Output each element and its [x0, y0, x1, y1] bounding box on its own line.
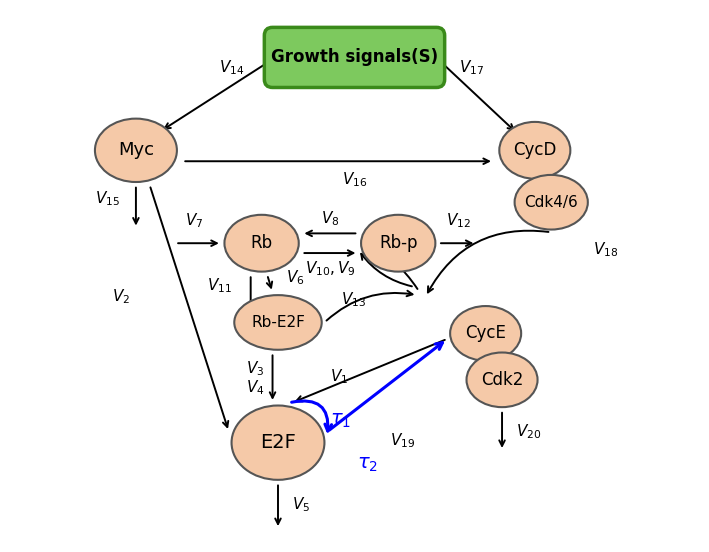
Ellipse shape — [95, 119, 177, 182]
Text: $V_{20}$: $V_{20}$ — [515, 422, 541, 441]
Text: $V_{12}$: $V_{12}$ — [446, 211, 471, 230]
Text: Rb-p: Rb-p — [379, 234, 418, 252]
Text: $V_3$: $V_3$ — [246, 359, 264, 378]
Text: $V_7$: $V_7$ — [185, 211, 203, 230]
Text: $V_5$: $V_5$ — [291, 495, 310, 514]
Text: $V_4$: $V_4$ — [246, 379, 264, 397]
Ellipse shape — [234, 295, 322, 350]
Ellipse shape — [232, 406, 325, 480]
Text: $\tau_1$: $\tau_1$ — [330, 411, 351, 431]
Text: Cdk2: Cdk2 — [481, 371, 523, 389]
Text: $V_8$: $V_8$ — [320, 209, 339, 228]
Text: $V_{15}$: $V_{15}$ — [94, 189, 120, 208]
Text: Growth signals(S): Growth signals(S) — [271, 49, 438, 66]
FancyBboxPatch shape — [264, 28, 445, 87]
Ellipse shape — [225, 215, 298, 272]
Ellipse shape — [361, 215, 435, 272]
Text: $V_{11}$: $V_{11}$ — [206, 276, 232, 295]
Text: Cdk4/6: Cdk4/6 — [525, 195, 578, 210]
Text: $V_{19}$: $V_{19}$ — [390, 432, 415, 450]
Text: Rb-E2F: Rb-E2F — [251, 315, 305, 330]
Text: Rb: Rb — [250, 234, 273, 252]
Text: CycE: CycE — [465, 325, 506, 342]
Text: E2F: E2F — [260, 433, 296, 452]
Ellipse shape — [515, 175, 588, 230]
Text: $V_6$: $V_6$ — [286, 268, 305, 286]
Ellipse shape — [467, 353, 537, 407]
Text: $\tau_2$: $\tau_2$ — [357, 455, 378, 474]
Text: $V_{13}$: $V_{13}$ — [341, 290, 366, 309]
Ellipse shape — [450, 306, 521, 360]
Ellipse shape — [499, 122, 570, 179]
Text: $V_2$: $V_2$ — [112, 287, 130, 306]
Text: $V_{16}$: $V_{16}$ — [342, 170, 367, 189]
Text: Myc: Myc — [118, 141, 154, 160]
Text: $V_{18}$: $V_{18}$ — [593, 241, 618, 259]
Text: $V_{17}$: $V_{17}$ — [459, 58, 484, 77]
Text: $V_{10},V_9$: $V_{10},V_9$ — [305, 259, 355, 278]
Text: $V_1$: $V_1$ — [330, 368, 348, 386]
Text: $V_{14}$: $V_{14}$ — [219, 58, 244, 77]
Text: CycD: CycD — [513, 141, 557, 160]
